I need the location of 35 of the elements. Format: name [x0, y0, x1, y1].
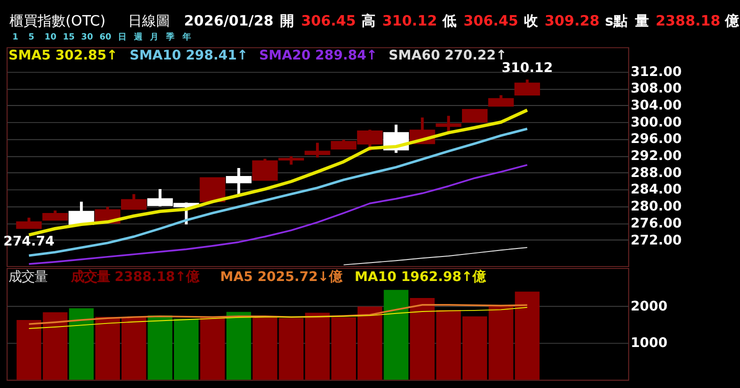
y-tick-label: 308.00 — [630, 82, 682, 97]
y-tick-label: 1000 — [630, 336, 668, 352]
line-series — [27, 108, 529, 237]
y-tick-label: 2000 — [630, 299, 668, 314]
annotation: 310.12 — [502, 60, 553, 76]
y-tick-label: 296.00 — [630, 132, 682, 148]
bar — [69, 308, 94, 380]
y-tick-label: 284.00 — [630, 182, 682, 198]
chart-title: 櫃買指數(OTC) — [9, 13, 106, 30]
y-tick-label: 276.00 — [630, 216, 682, 232]
line-series — [28, 306, 528, 329]
bar — [200, 317, 225, 380]
line-series — [343, 247, 528, 266]
y-tick-label: 304.00 — [630, 98, 682, 114]
y-tick-label: 292.00 — [630, 149, 682, 164]
line-series — [28, 304, 528, 325]
text: 2026/01/28 開 306.45 高 310.12 低 306.45 收 309.28 s點 量 2388.18 億 — [184, 13, 739, 30]
y-tick-label: 312.00 — [630, 64, 682, 80]
y-tick-label: 300.00 — [630, 115, 682, 130]
series-label: MA10 1962.98↑億 — [354, 269, 487, 286]
y-tick-label: 288.00 — [630, 166, 682, 181]
text: SMA5 302.85↑ — [8, 48, 118, 64]
bar — [384, 290, 408, 380]
bar — [226, 312, 252, 380]
text: SMA20 289.84↑ — [259, 48, 378, 64]
chart-subtitle: 日線圖 — [128, 13, 170, 30]
text: 1 5 10 15 30 60 日 週 月 季 年 — [12, 32, 192, 43]
text: MA5 2025.72↓億 — [220, 269, 343, 286]
candlestick — [304, 141, 330, 159]
chart-title: 成交量 — [8, 269, 48, 286]
series-label: 成交量 2388.18↑億 — [70, 269, 200, 286]
y-tick-label: 280.00 — [630, 200, 682, 215]
y-tick-label: 272.00 — [630, 233, 682, 248]
annotation: 274.74 — [3, 234, 54, 250]
text: SMA10 298.41↑ — [130, 48, 248, 64]
